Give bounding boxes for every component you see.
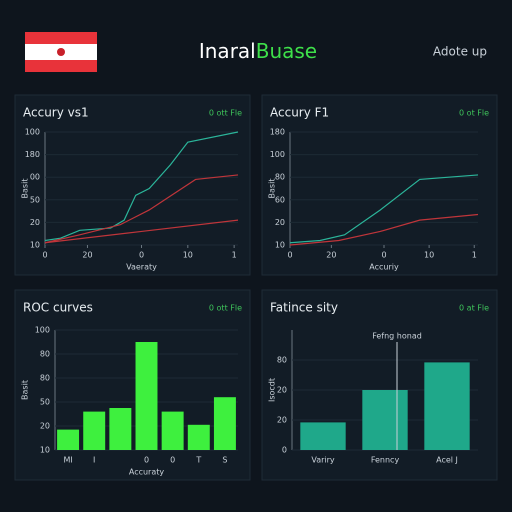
chart-title: Accury F1 [270,106,329,120]
y-tick-label: 100 [35,326,50,335]
y-tick-label: 50 [30,195,40,204]
bar [161,411,184,450]
line [44,174,239,244]
bar [424,362,470,450]
legend: 0 ot Fle [459,109,489,118]
bar [109,408,132,450]
y-tick-label: 50 [40,398,50,407]
y-axis-label: Basit [21,179,30,199]
x-tick-label: 20 [326,251,336,260]
y-tick-label: 20 [277,386,287,395]
y-tick-label: 10 [275,241,285,250]
bar [362,390,408,450]
y-tick-label: 10 [30,241,40,250]
y-tick-label: 20 [275,218,285,227]
legend: 0 ott Fle [209,304,242,313]
x-tick-label: 0 [139,251,144,260]
y-tick-label: 100 [25,128,40,137]
y-tick-label: 100 [270,150,285,159]
legend: 0 ott Fle [209,109,242,118]
x-tick-label: Variry [311,456,335,465]
brand-part: Buase [256,39,317,63]
line [289,213,479,246]
annotation: Fefng honad [372,332,422,341]
y-tick-label: 20 [277,416,287,425]
brand: InaralBuase [199,39,317,63]
x-axis-label: Accuriy [369,263,399,272]
panel [14,289,251,481]
chart-title: Accury vs1 [23,106,89,120]
x-tick-label: MI [63,456,72,465]
y-tick-label: 180 [25,150,40,159]
x-tick-label: 10 [424,251,434,260]
x-tick-label: 0 [144,456,149,465]
bar [187,424,210,450]
x-tick-label: I [93,456,95,465]
y-tick-label: 80 [40,350,50,359]
x-tick-label: 20 [82,251,92,260]
y-tick-label: 80 [40,374,50,383]
y-tick-label: 00 [30,173,40,182]
x-tick-label: 0 [42,251,47,260]
y-tick-label: 180 [270,128,285,137]
y-tick-label: 80 [275,173,285,182]
y-tick-label: 20 [30,218,40,227]
y-tick-label: 60 [275,195,285,204]
panel [261,94,498,276]
flag [25,32,97,72]
bar [57,429,80,450]
bar [300,422,346,450]
x-tick-label: 0 [287,251,292,260]
x-tick-label: Fenncy [371,456,400,465]
legend: 0 at Fle [459,304,489,313]
x-tick-label: 10 [183,251,193,260]
x-tick-label: 0 [381,251,386,260]
y-tick-label: 20 [40,422,50,431]
bar [213,397,236,450]
y-axis-label: Isocdt [268,378,277,402]
y-axis-label: Basit [268,179,277,199]
chart-title: Fatince sity [270,301,338,315]
bar [83,411,106,450]
x-tick-label: T [195,456,201,465]
brand-part: Inaral [199,39,256,63]
x-tick-label: Acel J [436,456,458,465]
x-tick-label: S [222,456,227,465]
action-link[interactable]: Adote up [433,45,487,59]
line [289,174,479,244]
y-axis-label: Basit [21,380,30,400]
x-axis-label: Accuraty [129,468,165,477]
y-tick-label: 80 [277,356,287,365]
y-tick-label: 0 [282,446,287,455]
line [44,131,239,242]
chart-title: ROC curves [23,301,93,315]
x-tick-label: 1 [472,251,477,260]
x-tick-label: 1 [232,251,237,260]
line [44,219,239,244]
panel [14,94,251,276]
y-tick-label: 10 [40,446,50,455]
bar [135,342,158,450]
x-tick-label: 0 [170,456,175,465]
x-axis-label: Vaeraty [126,263,157,272]
